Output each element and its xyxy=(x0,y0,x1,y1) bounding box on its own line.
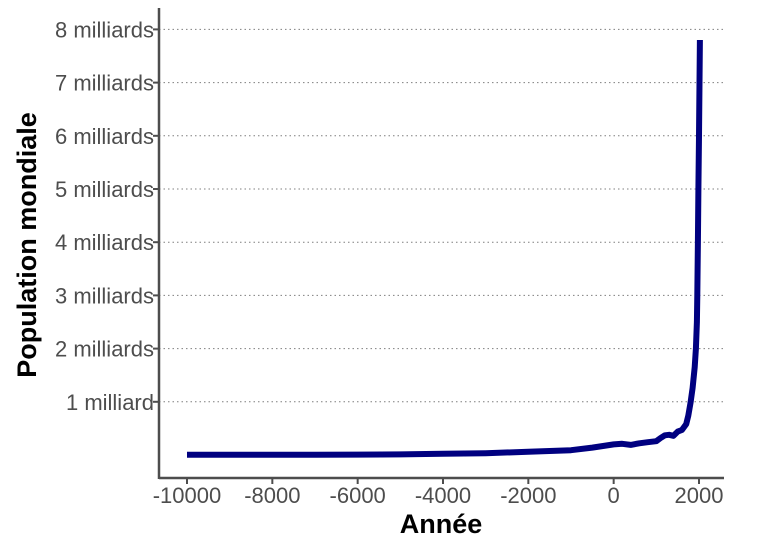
y-tick-label: 5 milliards xyxy=(55,177,154,202)
y-tick-label: 4 milliards xyxy=(55,230,154,255)
y-axis-title: Population mondiale xyxy=(12,112,42,378)
x-tick-label: 2000 xyxy=(675,483,724,508)
x-ticks: -10000 -8000 -6000 -4000 -2000 0 2000 xyxy=(153,478,724,508)
x-axis-title: Année xyxy=(400,509,483,539)
y-tick-label: 2 milliards xyxy=(55,337,154,362)
y-tick-label: 8 milliards xyxy=(55,17,154,42)
x-tick-label: -6000 xyxy=(330,483,386,508)
population-line xyxy=(186,39,703,458)
gridlines xyxy=(159,28,724,403)
y-tick-label: 1 milliard xyxy=(66,390,154,415)
y-ticks: 1 milliard 2 milliards 3 milliards 4 millia… xyxy=(55,17,159,415)
y-tick-label: 7 milliards xyxy=(55,71,154,96)
series-layer xyxy=(186,39,703,458)
x-tick-label: -10000 xyxy=(153,483,222,508)
x-tick-label: -2000 xyxy=(500,483,556,508)
y-tick-label: 6 milliards xyxy=(55,124,154,149)
x-tick-label: -8000 xyxy=(244,483,300,508)
x-tick-label: 0 xyxy=(608,483,620,508)
y-tick-label: 3 milliards xyxy=(55,283,154,308)
x-tick-label: -4000 xyxy=(415,483,471,508)
